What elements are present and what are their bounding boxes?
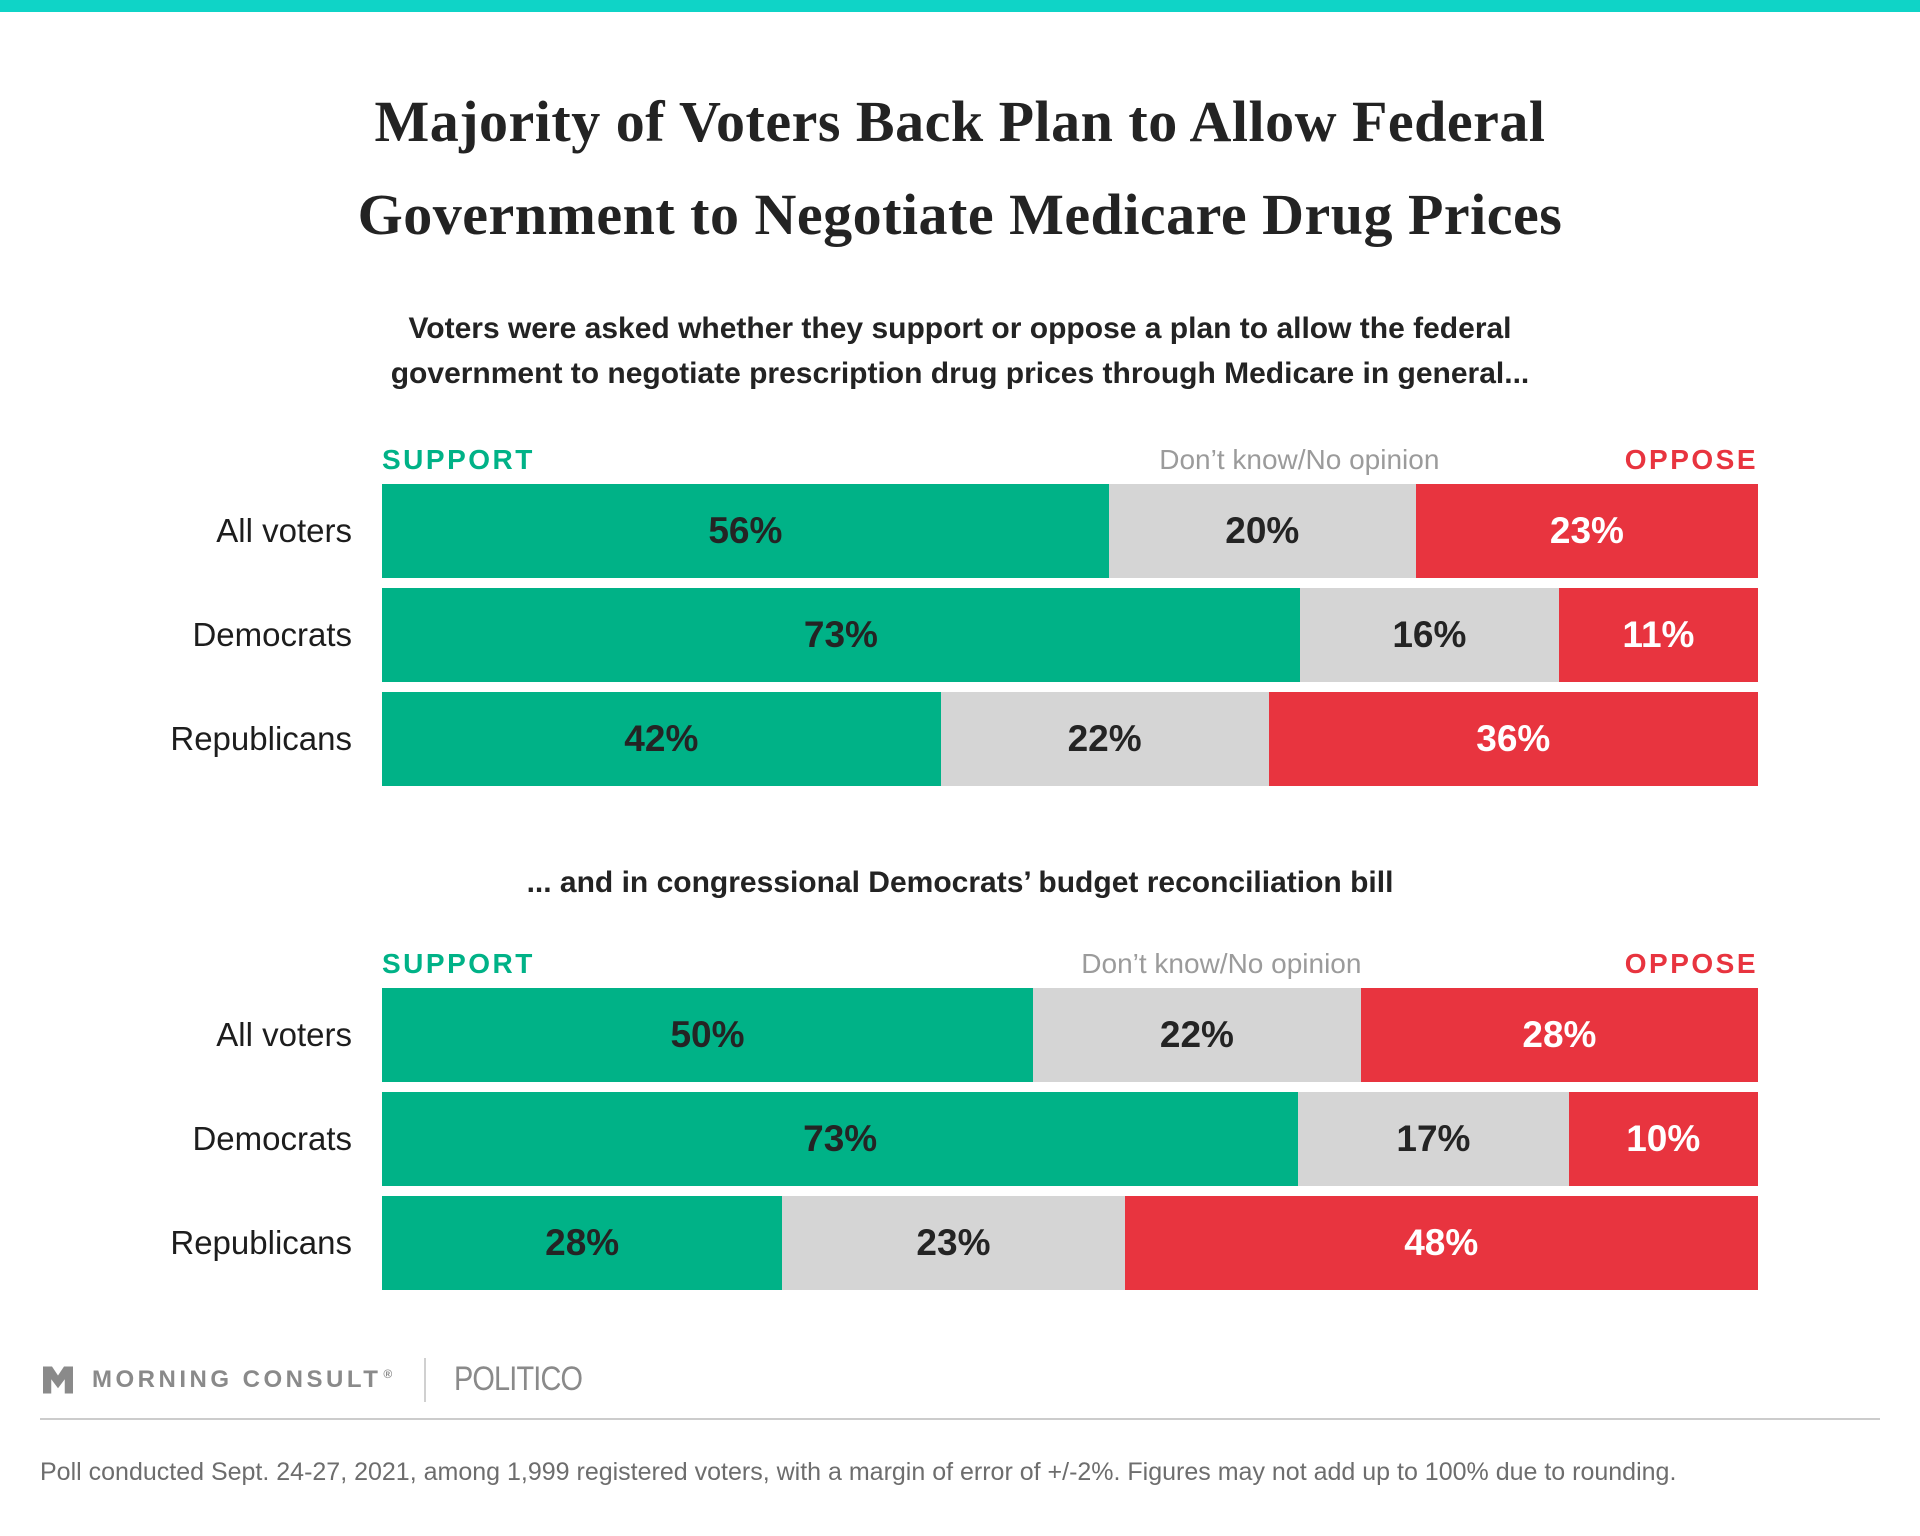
source-logos: MORNING CONSULT ® POLITICO [40, 1357, 1880, 1402]
chart1-question-text: Voters were asked whether they support o… [60, 306, 1860, 396]
segment-value-label: 50% [670, 1013, 745, 1055]
stacked-bar: 42% 22% 36% [382, 691, 1758, 786]
bar-row-republicans: Republicans 28% 23% 48% [40, 1195, 1758, 1290]
chart-medicare-general: SUPPORT Don’t know/No opinion OPPOSE All… [40, 440, 1758, 786]
stacked-bar: 73% 17% 10% [382, 1091, 1758, 1186]
segment-value-label: 17% [1396, 1117, 1471, 1159]
bar-segment-oppose: 11% [1558, 587, 1758, 682]
logo-divider [423, 1357, 426, 1402]
chart-reconciliation-bill: SUPPORT Don’t know/No opinion OPPOSE All… [40, 944, 1758, 1290]
bar-row-democrats: Democrats 73% 17% 10% [40, 1091, 1758, 1186]
bar-segment-support: 73% [382, 587, 1300, 682]
row-label: All voters [216, 511, 352, 549]
bar-segment-oppose: 28% [1360, 987, 1758, 1082]
page-title-line1: Majority of Voters Back Plan to Allow Fe… [374, 89, 1546, 154]
segment-value-label: 11% [1622, 613, 1695, 655]
chart1-question-line2: government to negotiate prescription dru… [390, 356, 1530, 390]
bar-segment-support: 50% [382, 987, 1033, 1082]
legend-dont-know-label: Don’t know/No opinion [1081, 947, 1362, 979]
row-label: Republicans [170, 719, 352, 757]
stacked-bar: 56% 20% 23% [382, 483, 1758, 578]
segment-value-label: 48% [1404, 1221, 1479, 1263]
bar-row-democrats: Democrats 73% 16% 11% [40, 587, 1758, 682]
morning-consult-text: MORNING CONSULT [92, 1365, 382, 1393]
segment-value-label: 23% [916, 1221, 991, 1263]
chart1-question-line1: Voters were asked whether they support o… [408, 311, 1512, 345]
chart1-bars: All voters 56% 20% 23% Democrats 73% 16% 11% Rep… [40, 483, 1758, 786]
bar-segment-don-t-know-no-opinion: 17% [1298, 1091, 1569, 1186]
morning-consult-wordmark: MORNING CONSULT ® [92, 1366, 396, 1394]
bar-segment-oppose: 36% [1268, 691, 1758, 786]
row-label: Democrats [192, 615, 352, 653]
bar-segment-don-t-know-no-opinion: 16% [1299, 587, 1559, 682]
chart2-legend: SUPPORT Don’t know/No opinion OPPOSE [382, 944, 1758, 980]
bar-segment-don-t-know-no-opinion: 23% [782, 1195, 1125, 1290]
footer-divider-line [40, 1417, 1880, 1420]
segment-value-label: 22% [1159, 1013, 1234, 1055]
footer: MORNING CONSULT ® POLITICO Poll conducted… [40, 1357, 1880, 1487]
segment-value-label: 28% [545, 1221, 620, 1263]
morning-consult-m-icon [43, 1366, 73, 1394]
segment-value-label: 36% [1476, 717, 1551, 759]
bar-segment-don-t-know-no-opinion: 22% [1032, 987, 1361, 1082]
bar-segment-don-t-know-no-opinion: 20% [1108, 483, 1416, 578]
bar-segment-support: 56% [382, 483, 1109, 578]
bar-segment-oppose: 23% [1415, 483, 1758, 578]
bar-segment-support: 42% [382, 691, 941, 786]
page-title-line2: Government to Negotiate Medicare Drug Pr… [357, 181, 1563, 247]
stacked-bar: 73% 16% 11% [382, 587, 1758, 682]
methodology-note: Poll conducted Sept. 24-27, 2021, among … [40, 1457, 1677, 1486]
segment-value-label: 28% [1522, 1013, 1597, 1055]
row-label: Democrats [192, 1119, 352, 1157]
chart2-bars: All voters 50% 22% 28% Democrats 73% 17% 10% Rep… [40, 987, 1758, 1290]
row-label: Republicans [170, 1223, 352, 1261]
top-accent-bar [0, 0, 1920, 12]
legend-dont-know-label: Don’t know/No opinion [1159, 443, 1440, 475]
segment-value-label: 22% [1067, 717, 1142, 759]
segment-value-label: 16% [1392, 613, 1467, 655]
bar-row-all-voters: All voters 56% 20% 23% [40, 483, 1758, 578]
segment-value-label: 10% [1626, 1117, 1701, 1159]
bar-segment-support: 73% [382, 1091, 1299, 1186]
politico-wordmark: POLITICO [453, 1360, 583, 1399]
bar-segment-oppose: 10% [1568, 1091, 1758, 1186]
segment-value-label: 20% [1225, 509, 1300, 551]
segment-value-label: 73% [803, 1117, 878, 1159]
chart1-legend: SUPPORT Don’t know/No opinion OPPOSE [382, 440, 1758, 476]
legend-oppose-label: OPPOSE [1624, 443, 1758, 475]
bar-segment-support: 28% [382, 1195, 783, 1290]
legend-support-label: SUPPORT [382, 443, 535, 475]
row-label: All voters [216, 1015, 352, 1053]
segment-value-label: 56% [708, 509, 783, 551]
bar-segment-don-t-know-no-opinion: 22% [940, 691, 1269, 786]
bar-segment-oppose: 48% [1124, 1195, 1758, 1290]
page-title: Majority of Voters Back Plan to Allow Fe… [60, 76, 1860, 262]
chart2-question-text: ... and in congressional Democrats’ budg… [526, 865, 1394, 899]
bar-row-republicans: Republicans 42% 22% 36% [40, 691, 1758, 786]
segment-value-label: 42% [624, 717, 699, 759]
legend-support-label: SUPPORT [382, 947, 535, 979]
registered-trademark-symbol: ® [383, 1366, 396, 1381]
stacked-bar: 28% 23% 48% [382, 1195, 1758, 1290]
segment-value-label: 23% [1549, 509, 1624, 551]
bar-row-all-voters: All voters 50% 22% 28% [40, 987, 1758, 1082]
segment-value-label: 73% [803, 613, 878, 655]
legend-oppose-label: OPPOSE [1624, 947, 1758, 979]
stacked-bar: 50% 22% 28% [382, 987, 1758, 1082]
